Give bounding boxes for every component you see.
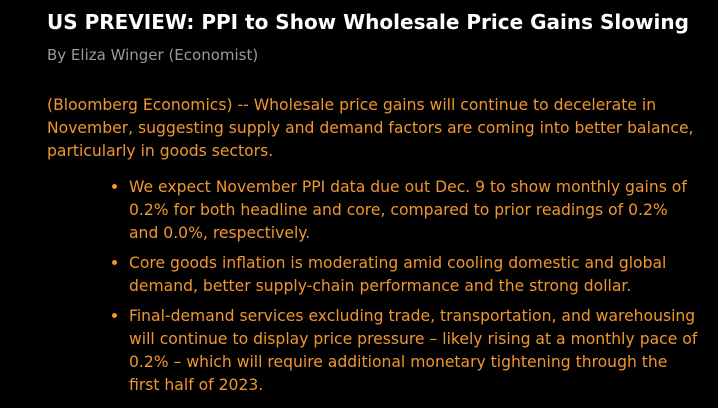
bullet-item: We expect November PPI data due out Dec.… (111, 176, 701, 245)
bullet-item: Core goods inflation is moderating amid … (111, 252, 701, 298)
bullet-list: We expect November PPI data due out Dec.… (111, 176, 701, 404)
bullet-dot-icon (112, 260, 117, 265)
lead-paragraph: (Bloomberg Economics) -- Wholesale price… (47, 96, 694, 160)
bullet-item: Final-demand services excluding trade, t… (111, 305, 701, 397)
bullet-dot-icon (112, 184, 117, 189)
bullet-text: Core goods inflation is moderating amid … (129, 254, 667, 295)
bullet-dot-icon (112, 313, 117, 318)
bullet-text: Final-demand services excluding trade, t… (129, 307, 698, 394)
byline: By Eliza Winger (Economist) (47, 46, 259, 64)
headline: US PREVIEW: PPI to Show Wholesale Price … (47, 10, 689, 34)
bullet-text: We expect November PPI data due out Dec.… (129, 178, 687, 242)
